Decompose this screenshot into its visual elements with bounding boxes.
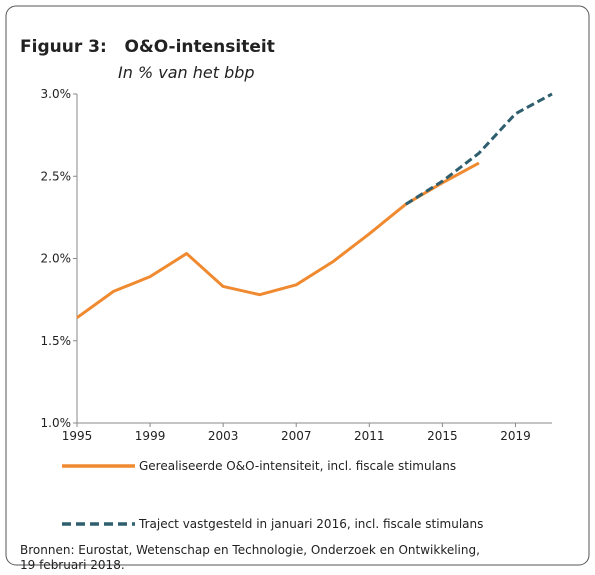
line-series	[405, 92, 553, 206]
x-tick-label: 1995	[62, 429, 93, 443]
y-tick-label: 2.5%	[41, 169, 72, 183]
line-series	[76, 161, 480, 319]
border	[5, 5, 590, 566]
chart-title: Figuur 3: O&O-intensiteit	[20, 37, 275, 57]
source: Bronnen: Eurostat, Wetenschap en Technol…	[20, 543, 480, 557]
x-tick-label: 2003	[208, 429, 239, 443]
x-tick-label: 2015	[427, 429, 458, 443]
y-tick-label: 2.0%	[41, 252, 72, 266]
x-tick-label: 1999	[135, 429, 166, 443]
y-tick-label: 1.0%	[41, 416, 72, 430]
y-tick-label: 3.0%	[41, 87, 72, 101]
legend-label: Gerealiseerde O&O-intensiteit, incl. fis…	[139, 459, 456, 473]
y-tick-label: 1.5%	[41, 334, 72, 348]
x-tick-label: 2011	[354, 429, 385, 443]
legend-label: Traject vastgesteld in januari 2016, inc…	[138, 517, 483, 531]
chart-subtitle: In % van het bbp	[118, 63, 255, 82]
x-tick-label: 2007	[281, 429, 312, 443]
x-tick-label: 2019	[500, 429, 531, 443]
source: 19 februari 2018.	[20, 558, 125, 571]
